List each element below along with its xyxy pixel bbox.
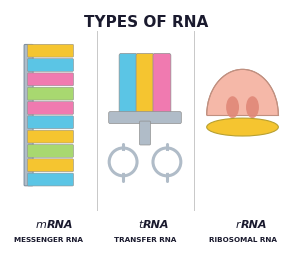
FancyBboxPatch shape: [140, 121, 150, 145]
Ellipse shape: [207, 69, 278, 161]
FancyBboxPatch shape: [27, 59, 74, 71]
Ellipse shape: [246, 96, 259, 118]
FancyBboxPatch shape: [27, 173, 74, 186]
Text: MESSENGER RNA: MESSENGER RNA: [14, 237, 83, 242]
Text: TRANSFER RNA: TRANSFER RNA: [114, 237, 176, 242]
FancyBboxPatch shape: [153, 53, 171, 117]
Circle shape: [156, 151, 178, 173]
Text: RNA: RNA: [143, 220, 170, 230]
FancyBboxPatch shape: [27, 159, 74, 172]
Text: TYPES OF RNA: TYPES OF RNA: [84, 15, 208, 30]
FancyBboxPatch shape: [136, 53, 154, 117]
FancyBboxPatch shape: [27, 102, 74, 115]
Text: RNA: RNA: [46, 220, 73, 230]
FancyBboxPatch shape: [27, 73, 74, 86]
FancyBboxPatch shape: [27, 44, 74, 57]
Circle shape: [112, 151, 134, 173]
Bar: [205, 115, 280, 165]
Text: t: t: [139, 220, 143, 230]
Text: r: r: [236, 220, 241, 230]
FancyBboxPatch shape: [27, 130, 74, 143]
Text: RIBOSOMAL RNA: RIBOSOMAL RNA: [208, 237, 277, 242]
FancyBboxPatch shape: [27, 144, 74, 157]
FancyBboxPatch shape: [109, 112, 181, 123]
Ellipse shape: [207, 118, 278, 136]
FancyBboxPatch shape: [119, 53, 137, 117]
Text: m: m: [36, 220, 46, 230]
FancyBboxPatch shape: [24, 45, 33, 186]
Text: RNA: RNA: [241, 220, 267, 230]
FancyBboxPatch shape: [27, 116, 74, 129]
Ellipse shape: [226, 96, 239, 118]
FancyBboxPatch shape: [27, 87, 74, 100]
